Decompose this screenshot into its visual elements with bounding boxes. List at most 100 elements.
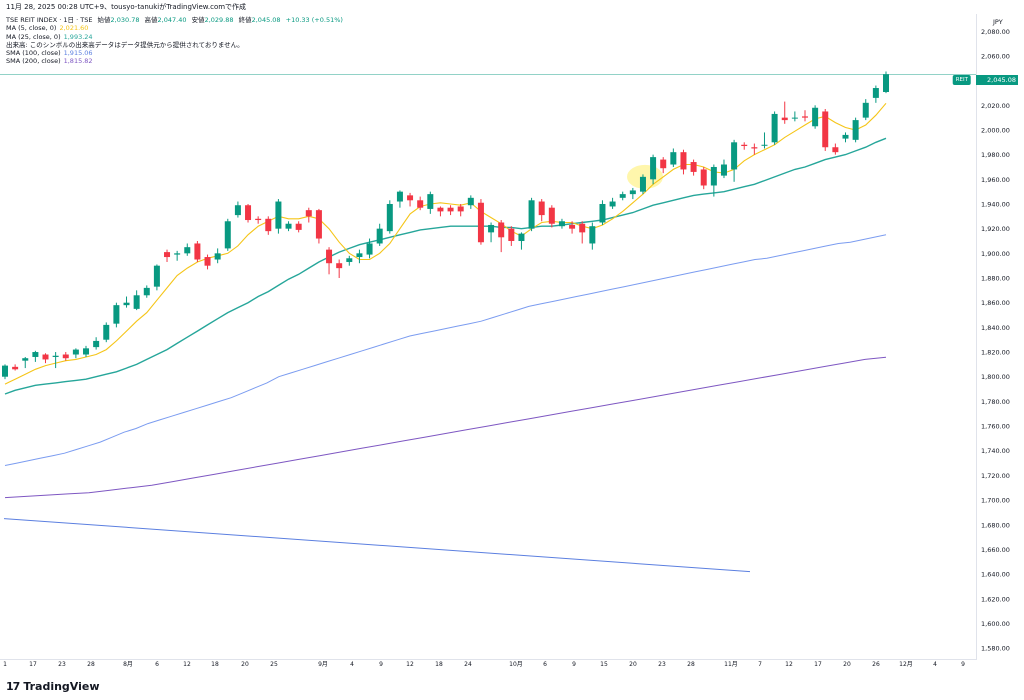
volume-note: 出来高: このシンボルの出来高データはデータ提供元から提供されておりません。	[6, 40, 244, 49]
time-tick-label: 4	[933, 661, 937, 668]
time-tick-label: 15	[600, 661, 608, 668]
candle-body	[123, 302, 130, 306]
candle-body	[842, 134, 849, 139]
candle-body	[822, 111, 829, 148]
candle-body	[650, 157, 657, 180]
ma5-legend[interactable]: MA (5, close, 0) 2,021.60	[6, 24, 343, 32]
candle-body	[12, 366, 19, 370]
symbol-tag: REIT	[952, 75, 971, 85]
price-tick-label: 1,920.00	[981, 225, 1010, 233]
time-tick-label: 10月	[509, 661, 523, 668]
price-tick-label: 1,600.00	[981, 620, 1010, 628]
time-tick-label: 20	[629, 661, 637, 668]
candle-body	[862, 102, 869, 118]
change-value: +10.33 (+0.51%)	[285, 16, 343, 24]
candle-body	[731, 142, 738, 170]
candle-body	[660, 159, 667, 169]
open-label: 始値	[97, 16, 111, 24]
candle-body	[710, 166, 717, 186]
price-axis-border	[976, 14, 977, 660]
close-label: 終値	[238, 16, 252, 24]
chart-header: 11月 28, 2025 00:28 UTC+9、tousyo-tanukiがT…	[6, 3, 247, 11]
price-tick-label: 1,580.00	[981, 645, 1010, 653]
candle-body	[629, 190, 636, 195]
tradingview-logo[interactable]: 17 TradingView	[6, 680, 100, 693]
candle-body	[832, 147, 839, 153]
time-tick-label: 12	[785, 661, 793, 668]
candle-body	[376, 228, 383, 244]
candle-body	[93, 340, 100, 348]
candle-body	[498, 222, 505, 238]
price-tick-label: 2,060.00	[981, 52, 1010, 60]
time-tick-label: 7	[758, 661, 762, 668]
price-tick-label: 1,800.00	[981, 373, 1010, 381]
candle-body	[83, 348, 90, 355]
ma5-value: 2,021.60	[59, 24, 89, 33]
candle-body	[153, 265, 160, 287]
candle-body	[214, 253, 221, 260]
candle-body	[690, 162, 697, 172]
price-tick-label: 1,760.00	[981, 423, 1010, 431]
candle-body	[224, 221, 231, 249]
candle-body	[336, 263, 343, 269]
price-tick-label: 2,080.00	[981, 28, 1010, 36]
candle-body	[812, 107, 819, 127]
time-tick-label: 9	[961, 661, 965, 668]
time-tick-label: 1	[3, 661, 7, 668]
candle-body	[852, 120, 859, 140]
candle-body	[62, 354, 69, 359]
candle-body	[579, 223, 586, 233]
sma100-legend[interactable]: SMA (100, close) 1,915.06	[6, 49, 343, 57]
time-axis-border	[0, 659, 976, 660]
candle-body	[528, 200, 535, 229]
candle-body	[22, 358, 29, 361]
candle-body	[883, 74, 889, 92]
candle-body	[356, 253, 363, 258]
candle-body	[427, 194, 434, 209]
time-tick-label: 18	[435, 661, 443, 668]
candle-body	[184, 247, 191, 254]
candle-body	[133, 295, 140, 309]
candle-body	[619, 194, 626, 198]
candle-body	[72, 349, 79, 355]
time-tick-label: 28	[687, 661, 695, 668]
candle-body	[538, 201, 545, 216]
candle-body	[103, 324, 110, 340]
price-tick-label: 1,840.00	[981, 324, 1010, 332]
symbol-info[interactable]: TSE REIT INDEX · 1日 · TSE	[6, 16, 93, 24]
ohlc-row[interactable]: TSE REIT INDEX · 1日 · TSE 始値2,030.78 高値2…	[6, 16, 343, 24]
candle-body	[680, 152, 687, 170]
price-tick-label: 1,820.00	[981, 349, 1010, 357]
candle-body	[558, 221, 565, 227]
time-tick-label: 17	[29, 661, 37, 668]
candle-body	[609, 201, 616, 207]
candle-body	[396, 191, 403, 202]
ma25-line	[4, 137, 887, 395]
ma25-value: 1,993.24	[63, 32, 93, 41]
time-tick-label: 23	[658, 661, 666, 668]
time-tick-label: 17	[814, 661, 822, 668]
candle-body	[407, 195, 414, 201]
sma200-line	[4, 356, 887, 499]
candle-body	[508, 228, 515, 242]
candle-body	[741, 144, 748, 147]
candle-body	[518, 233, 525, 242]
currency-label[interactable]: JPY	[993, 18, 1003, 26]
sma200-legend[interactable]: SMA (200, close) 1,815.82	[6, 57, 343, 65]
time-tick-label: 9	[379, 661, 383, 668]
price-tick-label: 1,860.00	[981, 299, 1010, 307]
price-tick-label: 1,940.00	[981, 200, 1010, 208]
candle-body	[761, 144, 768, 146]
time-tick-label: 4	[350, 661, 354, 668]
candle-body	[569, 224, 576, 229]
low-value: 2,029.88	[204, 16, 234, 24]
high-value: 2,047.40	[157, 16, 187, 24]
candle-body	[801, 116, 808, 118]
candle-body	[52, 355, 59, 357]
candle-body	[275, 201, 282, 229]
time-tick-label: 25	[270, 661, 278, 668]
price-tick-label: 1,620.00	[981, 595, 1010, 603]
ma25-legend[interactable]: MA (25, close, 0) 1,993.24	[6, 33, 343, 41]
time-tick-label: 24	[464, 661, 472, 668]
